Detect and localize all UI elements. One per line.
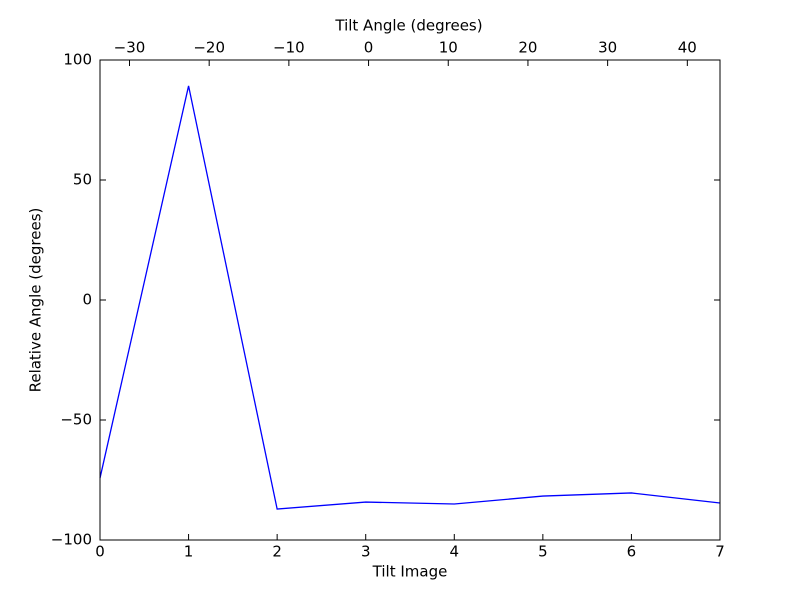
x-tick-label: 4 [450, 543, 460, 561]
x-tick-label: 0 [95, 543, 105, 561]
line-series [99, 85, 721, 510]
y-axis-label: Relative Angle (degrees) [27, 208, 45, 393]
top-tick-label: −10 [273, 39, 305, 57]
top-tick-label: −30 [114, 39, 146, 57]
x-tick-label: 7 [715, 543, 725, 561]
x-tick-label: 6 [627, 543, 637, 561]
top-axis-label: Tilt Angle (degrees) [334, 17, 482, 35]
x-tick-label: 5 [538, 543, 548, 561]
y-tick-label: 100 [63, 51, 92, 69]
top-tick-label: 0 [364, 39, 374, 57]
top-tick-label: 30 [598, 39, 617, 57]
x-tick-label: 2 [272, 543, 282, 561]
top-tick-label: −20 [193, 39, 225, 57]
top-tick-label: 40 [678, 39, 697, 57]
y-tick-label: 50 [73, 171, 92, 189]
y-tick-label: 0 [82, 291, 92, 309]
y-tick-label: −50 [60, 411, 92, 429]
x-tick-label: 3 [361, 543, 371, 561]
top-tick-label: 20 [518, 39, 537, 57]
plot-frame [99, 59, 721, 541]
x-tick-label: 1 [184, 543, 194, 561]
y-tick-label: −100 [51, 531, 92, 549]
top-tick-label: 10 [439, 39, 458, 57]
x-axis-label: Tilt Image [372, 563, 448, 581]
